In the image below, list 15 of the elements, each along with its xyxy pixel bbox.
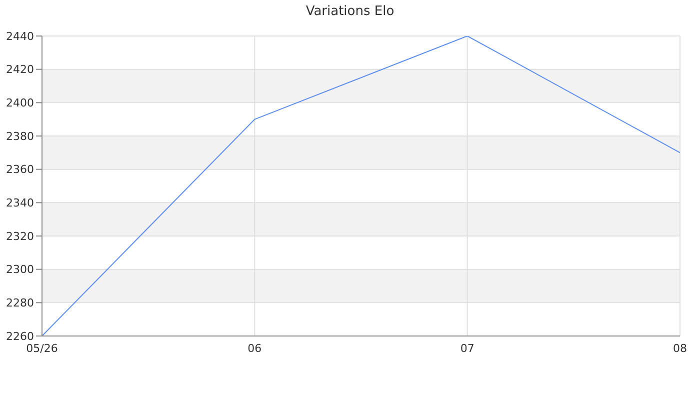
y-tick-label: 2260 [6, 330, 34, 343]
y-tick-label: 2440 [6, 30, 34, 43]
x-tick-label: 08 [673, 342, 687, 355]
chart-title: Variations Elo [304, 4, 396, 19]
y-tick-label: 2280 [6, 296, 34, 310]
y-tick-label: 2320 [6, 230, 34, 243]
y-tick-label: 2400 [6, 96, 34, 110]
y-tick-label: 2300 [6, 263, 34, 276]
y-tick-label: 2360 [6, 163, 34, 176]
x-tick-label: 07 [460, 342, 474, 355]
y-tick-label: 2340 [6, 196, 34, 210]
y-tick-label: 2380 [6, 130, 34, 143]
x-tick-label: 05/26 [26, 342, 58, 355]
x-tick-label: 06 [248, 342, 262, 355]
y-tick-label: 2420 [6, 63, 34, 76]
